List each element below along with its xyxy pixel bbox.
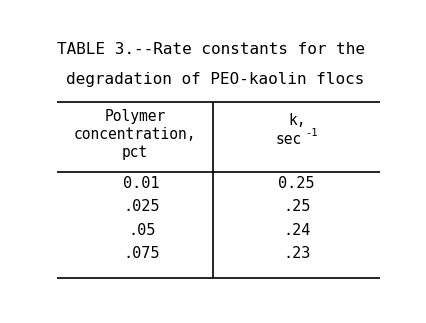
Text: .075: .075 <box>123 246 160 261</box>
Text: .025: .025 <box>123 199 160 214</box>
Text: concentration,: concentration, <box>74 127 196 142</box>
Text: TABLE 3.--Rate constants for the: TABLE 3.--Rate constants for the <box>57 43 365 57</box>
Text: -1: -1 <box>305 128 318 138</box>
Text: .24: .24 <box>283 223 311 238</box>
Text: degradation of PEO-kaolin flocs: degradation of PEO-kaolin flocs <box>66 72 365 87</box>
Text: 0.25: 0.25 <box>279 175 315 191</box>
Text: sec: sec <box>275 132 302 147</box>
Text: .23: .23 <box>283 246 311 261</box>
Text: .25: .25 <box>283 199 311 214</box>
Text: 0.01: 0.01 <box>123 175 160 191</box>
Text: k,: k, <box>288 113 305 128</box>
Text: Polymer: Polymer <box>104 109 166 124</box>
Text: pct: pct <box>122 145 148 160</box>
Text: .05: .05 <box>128 223 155 238</box>
